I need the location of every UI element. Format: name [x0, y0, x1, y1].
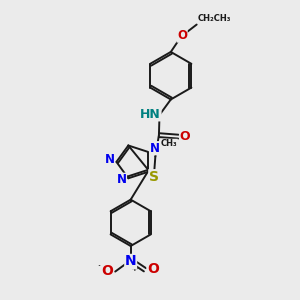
Text: O: O: [177, 29, 187, 42]
Text: N: N: [116, 173, 127, 186]
Text: O: O: [101, 264, 113, 278]
Text: CH₂CH₃: CH₂CH₃: [198, 14, 231, 23]
Text: O: O: [147, 262, 159, 276]
Text: CH₃: CH₃: [161, 139, 178, 148]
Text: +: +: [131, 264, 139, 273]
Text: O: O: [180, 130, 190, 143]
Text: N: N: [105, 153, 115, 166]
Text: S: S: [149, 170, 159, 184]
Text: HN: HN: [140, 108, 161, 121]
Text: N: N: [125, 254, 136, 268]
Text: ⁻: ⁻: [97, 263, 103, 273]
Text: N: N: [150, 142, 160, 155]
